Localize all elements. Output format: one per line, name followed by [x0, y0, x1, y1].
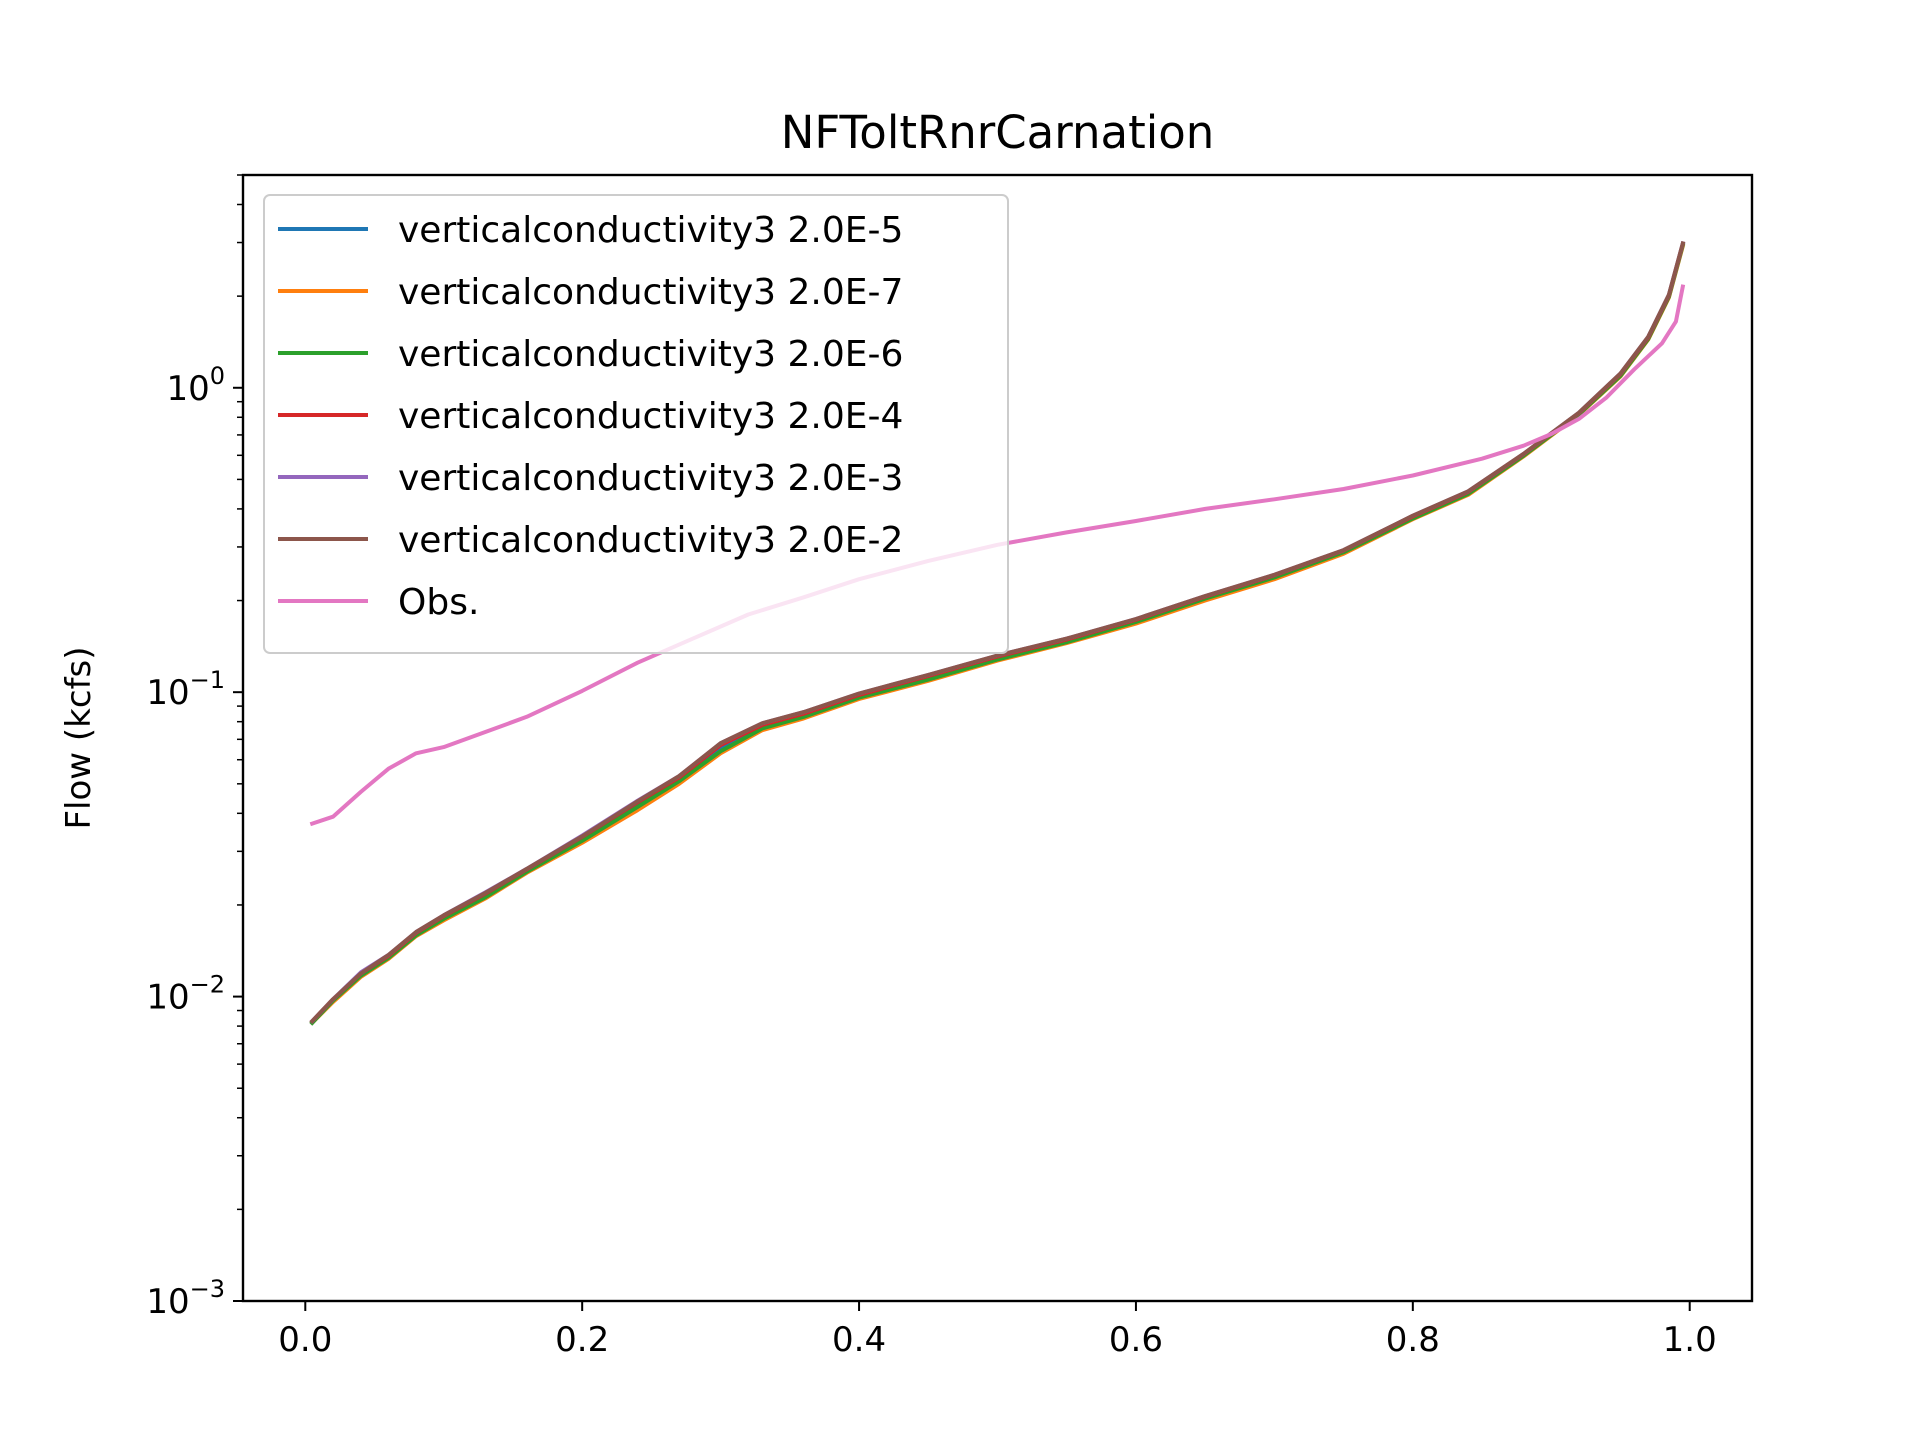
y-tick-exponent: −1: [190, 666, 225, 694]
legend-label: verticalconductivity3 2.0E-3: [398, 458, 903, 499]
legend-label: Obs.: [398, 582, 479, 623]
y-axis-label: Flow (kcfs): [59, 646, 99, 829]
y-tick-base: 10: [146, 978, 189, 1018]
axes-frame: [241, 173, 1754, 1303]
x-tick-label: 0.2: [555, 1320, 609, 1360]
legend-label: verticalconductivity3 2.0E-4: [398, 396, 903, 437]
x-tick-label: 1.0: [1663, 1320, 1717, 1360]
series-line-5: [309, 240, 1686, 1025]
y-tick-label: 100: [166, 362, 225, 409]
legend-label: verticalconductivity3 2.0E-5: [398, 210, 903, 251]
y-tick-exponent: 0: [210, 362, 225, 390]
y-tick-exponent: −2: [190, 971, 225, 999]
y-tick-label: 10−3: [146, 1275, 225, 1322]
legend: verticalconductivity3 2.0E-5 verticalcond…: [263, 194, 1009, 654]
y-tick-base: 10: [146, 673, 189, 713]
y-tick-base: 10: [146, 1282, 189, 1322]
x-tick-label: 0.0: [278, 1320, 332, 1360]
y-tick-exponent: −3: [190, 1275, 225, 1303]
x-tick-label: 0.4: [832, 1320, 886, 1360]
legend-label: verticalconductivity3 2.0E-7: [398, 272, 903, 313]
legend-label: verticalconductivity3 2.0E-2: [398, 520, 903, 561]
legend-label: verticalconductivity3 2.0E-6: [398, 334, 903, 375]
y-tick-label: 10−2: [146, 971, 225, 1018]
y-tick-base: 10: [166, 369, 209, 409]
y-tick-label: 10−1: [146, 666, 225, 713]
legend-box: [263, 194, 1009, 654]
x-axis-ticks: 0.0 0.2 0.4 0.6 0.8 1.0: [278, 1301, 1717, 1360]
chart-title: NFToltRnrCarnation: [781, 106, 1215, 159]
x-tick-label: 0.6: [1109, 1320, 1163, 1360]
x-tick-label: 0.8: [1386, 1320, 1440, 1360]
